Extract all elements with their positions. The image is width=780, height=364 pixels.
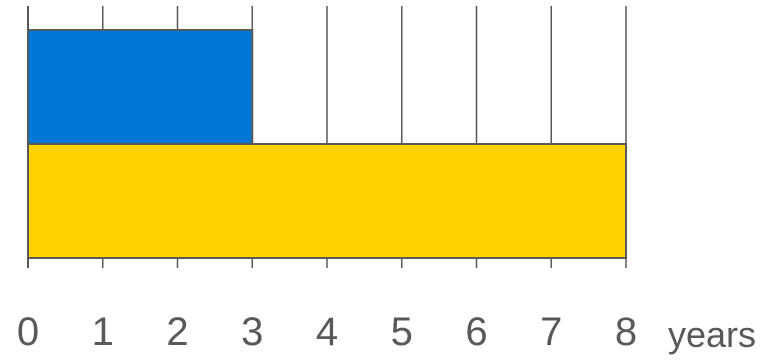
x-tick-label-4: 4	[316, 310, 338, 354]
bar-2	[27, 143, 627, 259]
x-tick-label-0: 0	[17, 310, 39, 354]
x-tick-label-6: 6	[465, 310, 487, 354]
x-tick-label-8: 8	[615, 310, 637, 354]
bar-1	[27, 29, 254, 145]
x-tick-labels: 0 1 2 3 4 5 6 7 8	[17, 310, 637, 354]
bars	[27, 29, 627, 259]
x-axis-unit-label: years	[668, 314, 756, 355]
x-tick-label-1: 1	[92, 310, 114, 354]
x-tick-label-7: 7	[540, 310, 562, 354]
x-tick-label-5: 5	[391, 310, 413, 354]
x-tick-label-2: 2	[166, 310, 188, 354]
x-tick-label-3: 3	[241, 310, 263, 354]
